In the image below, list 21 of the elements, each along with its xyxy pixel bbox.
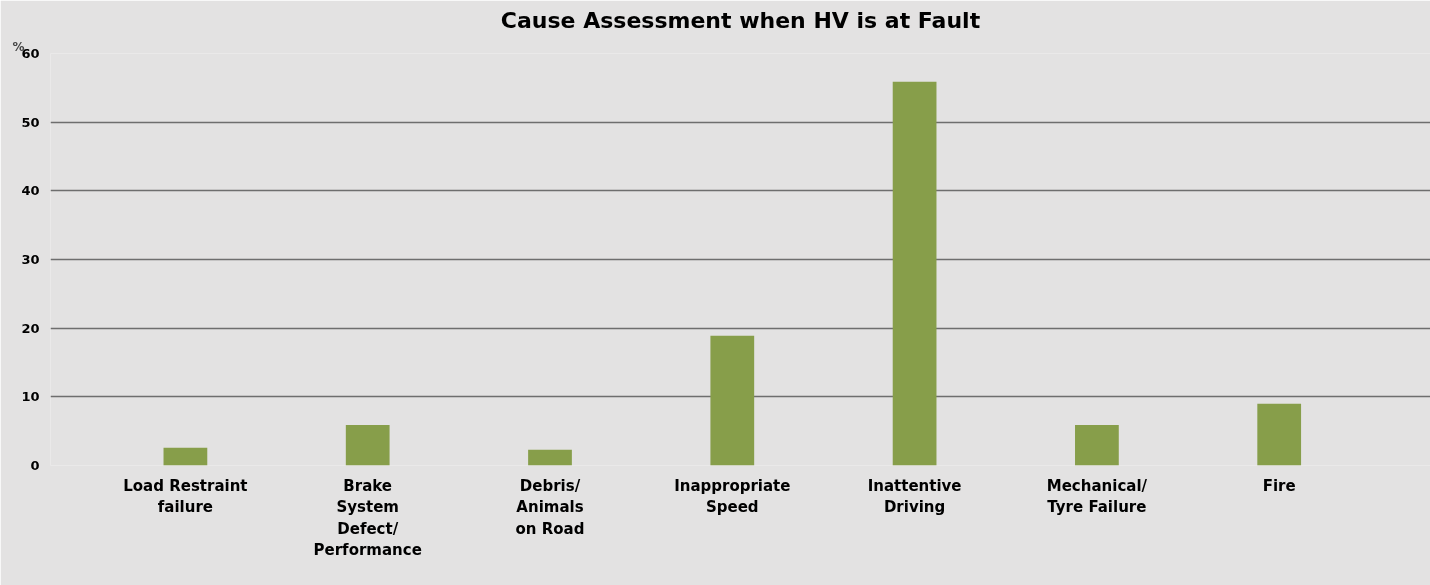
bar	[1257, 403, 1302, 466]
x-tick-label: Inattentive Driving	[867, 476, 962, 517]
bar	[163, 447, 208, 466]
bar	[345, 424, 390, 466]
bar	[528, 449, 572, 466]
y-tick-label: 40	[21, 183, 40, 199]
x-tick-label: Inappropriate Speed	[674, 476, 791, 517]
x-tick-label: Debris/ Animals on Road	[515, 476, 585, 538]
x-tick-label: Brake System Defect/ Performance	[313, 476, 422, 560]
y-tick-label: 10	[21, 389, 40, 405]
x-tick-label: Mechanical/ Tyre Failure	[1046, 476, 1148, 517]
y-tick-label: 0	[30, 458, 40, 473]
x-tick-label: Fire	[1262, 476, 1296, 495]
y-tick-label: 20	[21, 320, 40, 336]
y-tick-label: 50	[21, 114, 40, 130]
x-tick-label: Load Restraint failure	[123, 476, 248, 517]
bar	[710, 335, 755, 466]
bar	[1075, 424, 1119, 466]
y-tick-label: 30	[21, 252, 40, 267]
chart-title: Cause Assessment when HV is at Fault	[500, 7, 981, 33]
bar	[892, 81, 937, 466]
